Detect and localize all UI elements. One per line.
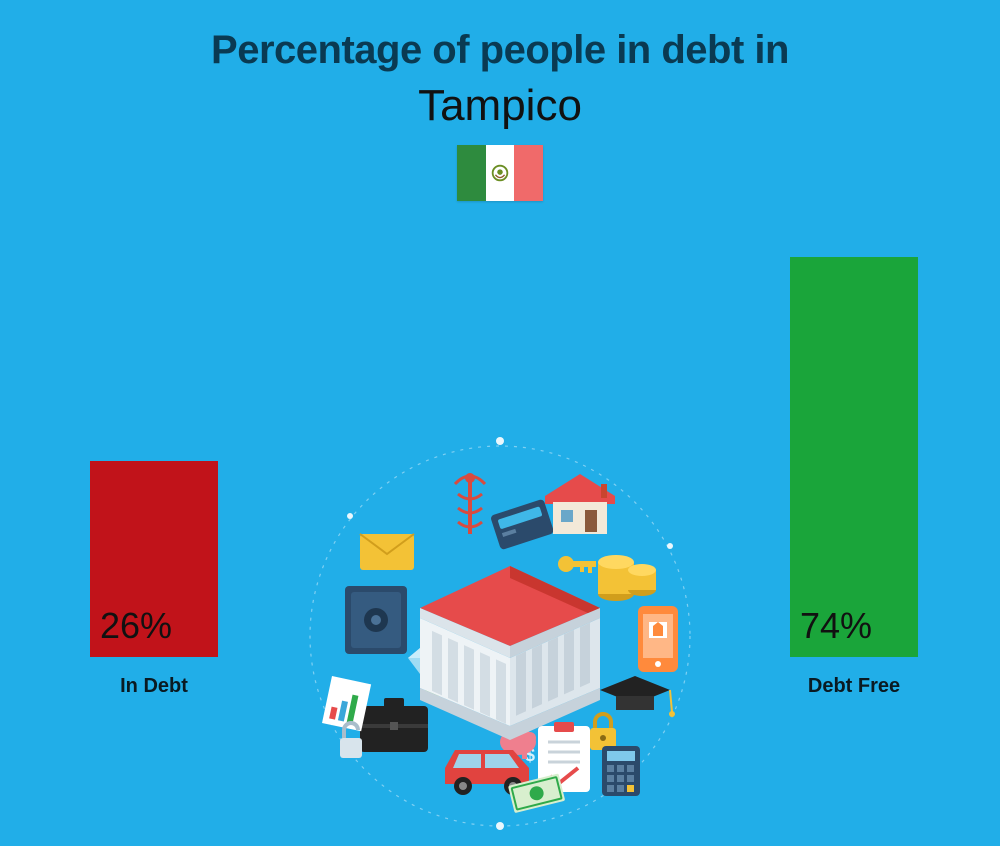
finance-illustration-icon: $ % % $ xyxy=(290,426,710,846)
city-name: Tampico xyxy=(0,81,1000,131)
bar-in-debt-value: 26% xyxy=(100,605,172,647)
bar-in-debt: 26% In Debt xyxy=(90,461,218,698)
bar-in-debt-rect: 26% xyxy=(90,461,218,657)
chart-area: $ % % $ xyxy=(0,216,1000,776)
bar-debt-free: 74% Debt Free xyxy=(790,257,918,698)
bar-debt-free-value: 74% xyxy=(800,605,872,647)
mexico-flag-icon xyxy=(457,145,543,201)
bar-debt-free-label: Debt Free xyxy=(790,675,918,698)
flag-emblem-icon xyxy=(489,162,511,184)
flag-stripe-green xyxy=(457,145,486,201)
bar-debt-free-rect: 74% xyxy=(790,257,918,657)
page-title: Percentage of people in debt in xyxy=(0,0,1000,73)
flag-stripe-red xyxy=(514,145,543,201)
bar-in-debt-label: In Debt xyxy=(90,675,218,698)
flag-stripe-white xyxy=(486,145,515,201)
